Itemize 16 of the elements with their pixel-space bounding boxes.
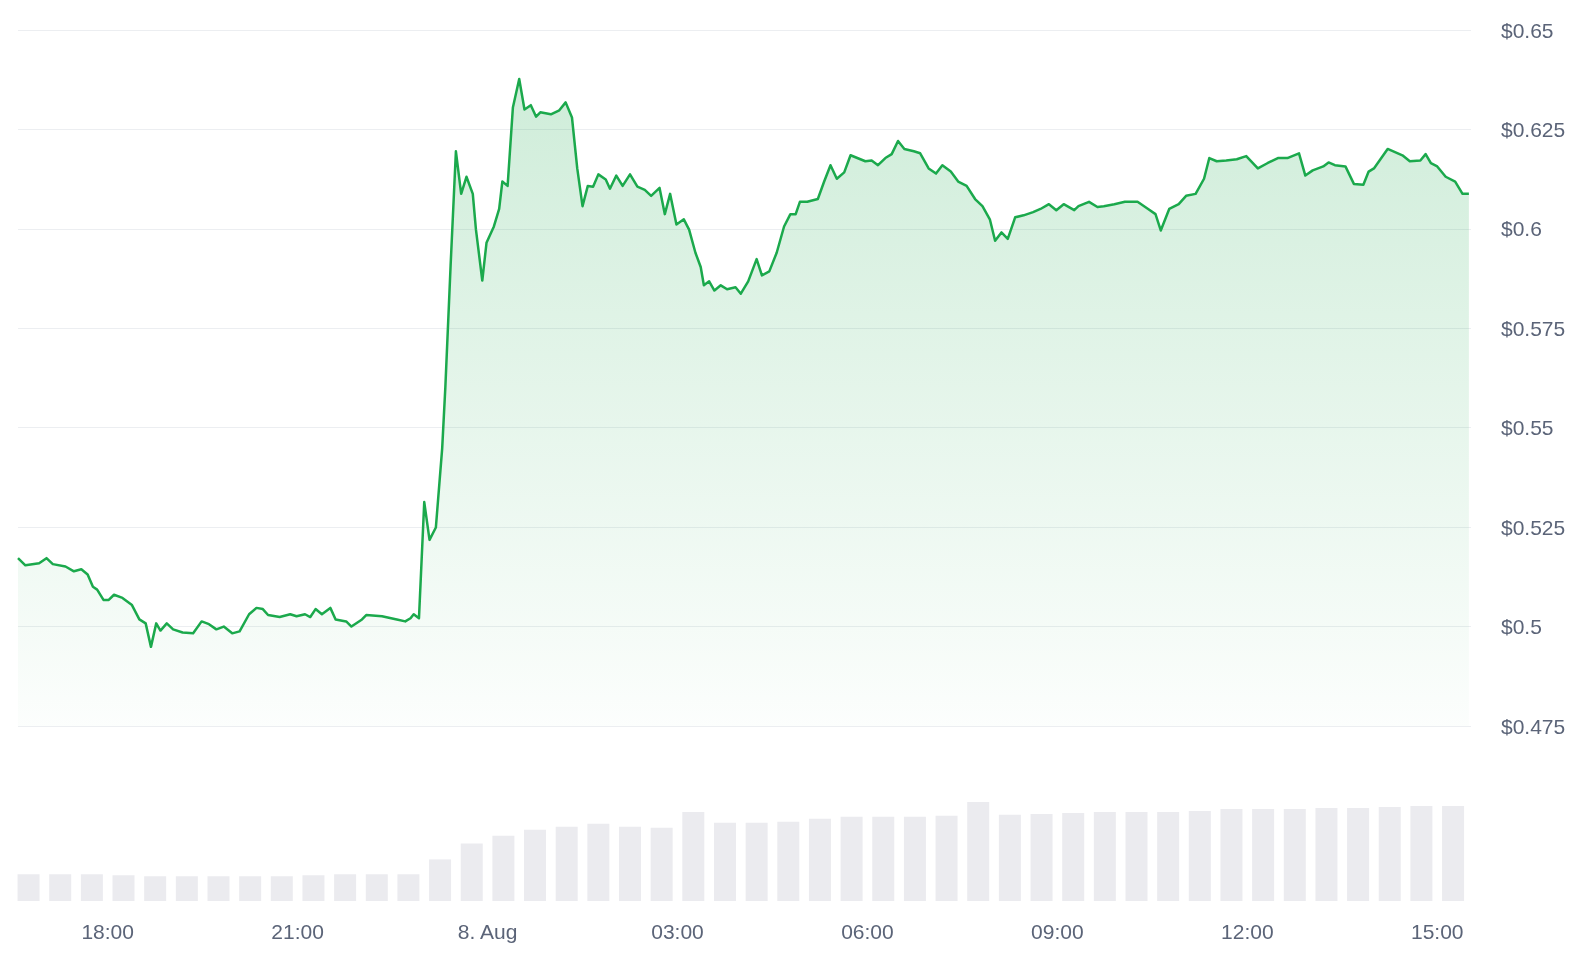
- x-tick-label: 06:00: [841, 920, 894, 943]
- y-tick-label: $0.65: [1501, 18, 1554, 42]
- x-tick-label: 21:00: [271, 920, 324, 943]
- x-tick-label: 8. Aug: [457, 920, 518, 943]
- x-tick-label: 12:00: [1221, 920, 1274, 943]
- y-tick-label: $0.55: [1501, 416, 1554, 440]
- x-tick-label: 18:00: [81, 920, 134, 943]
- y-tick-label: $0.625: [1501, 117, 1566, 141]
- x-tick-label: 03:00: [651, 920, 704, 943]
- y-tick-label: $0.5: [1501, 615, 1542, 639]
- y-tick-label: $0.6: [1501, 217, 1542, 241]
- y-tick-label: $0.575: [1501, 316, 1566, 340]
- y-tick-label: $0.525: [1501, 515, 1566, 539]
- x-tick-label: 09:00: [1031, 920, 1084, 943]
- x-tick-label: 15:00: [1410, 920, 1464, 943]
- y-tick-label: $0.475: [1501, 714, 1566, 738]
